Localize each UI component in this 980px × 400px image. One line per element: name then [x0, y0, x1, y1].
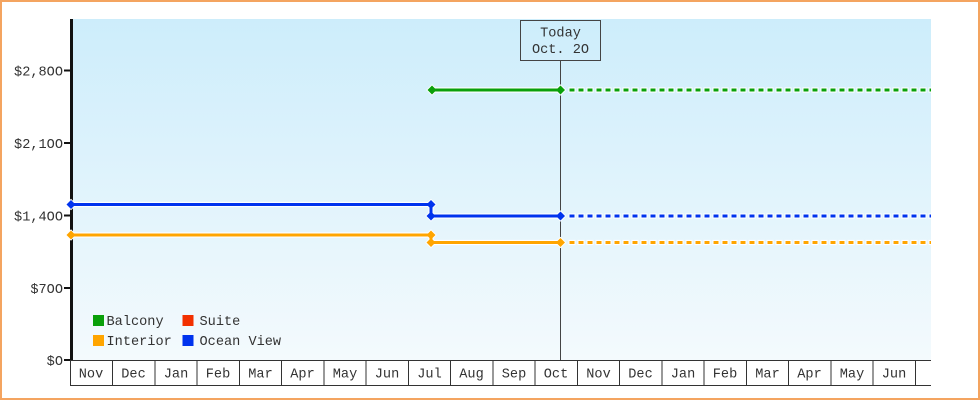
svg-text:Oct: Oct [544, 368, 568, 383]
svg-text:Apr: Apr [797, 368, 821, 383]
svg-text:Mar: Mar [248, 368, 272, 383]
svg-text:$2,1OO: $2,1OO [14, 138, 63, 153]
svg-text:$O: $O [47, 355, 63, 370]
svg-text:Dec: Dec [121, 368, 145, 383]
svg-text:May: May [333, 368, 357, 383]
svg-text:Jul: Jul [417, 368, 441, 383]
svg-text:Nov: Nov [586, 368, 610, 383]
svg-text:Interior: Interior [107, 335, 172, 350]
svg-text:Dec: Dec [628, 368, 652, 383]
svg-text:Today: Today [540, 27, 581, 42]
svg-text:Suite: Suite [200, 315, 241, 330]
svg-text:Sep: Sep [502, 368, 526, 383]
svg-text:$7OO: $7OO [30, 283, 63, 298]
svg-text:$1,4OO: $1,4OO [14, 210, 63, 225]
svg-text:Jan: Jan [671, 368, 695, 383]
svg-text:Nov: Nov [79, 368, 103, 383]
svg-text:$2,8OO: $2,8OO [14, 65, 63, 80]
svg-text:Apr: Apr [290, 368, 314, 383]
svg-text:Jun: Jun [882, 368, 906, 383]
svg-text:Ocean View: Ocean View [200, 335, 282, 350]
svg-text:Feb: Feb [713, 368, 737, 383]
svg-text:Jan: Jan [164, 368, 188, 383]
svg-text:Feb: Feb [206, 368, 230, 383]
svg-text:Jun: Jun [375, 368, 399, 383]
svg-text:Oct. 2O: Oct. 2O [532, 43, 589, 58]
svg-text:May: May [840, 368, 864, 383]
svg-text:Mar: Mar [755, 368, 779, 383]
svg-text:Aug: Aug [459, 368, 483, 383]
svg-text:Balcony: Balcony [107, 315, 164, 330]
